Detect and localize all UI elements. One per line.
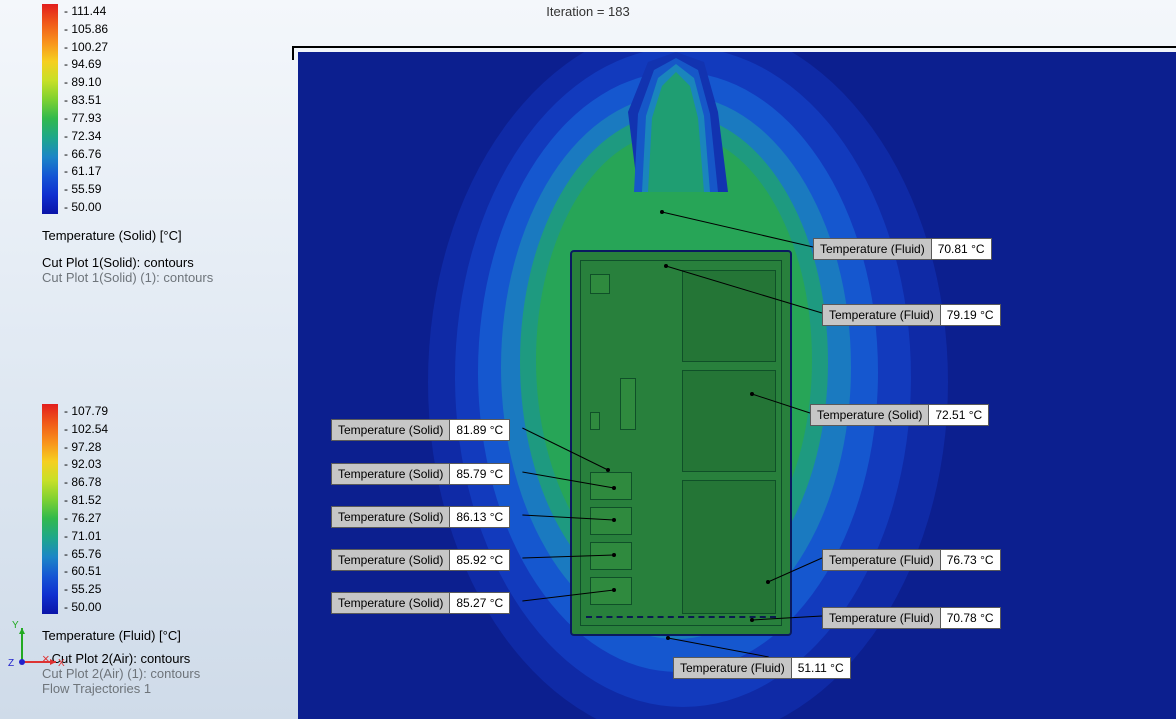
callout: Temperature (Solid)85.27 °C [331, 592, 510, 614]
callout-label: Temperature (Solid) [331, 506, 450, 528]
axis-y-label: Y [12, 620, 19, 631]
callout: Temperature (Fluid)51.11 °C [673, 657, 851, 679]
callout-value: 86.13 °C [449, 506, 510, 528]
legend-tick: 65.76 [64, 547, 108, 561]
callout-value: 72.51 °C [928, 404, 989, 426]
legend-solid-inactive-plot: Cut Plot 1(Solid) (1): contours [42, 270, 252, 285]
legend-tick: 89.10 [64, 75, 108, 89]
callout-value: 70.78 °C [940, 607, 1001, 629]
callout: Temperature (Fluid)76.73 °C [822, 549, 1001, 571]
legend-tick: 107.79 [64, 404, 108, 418]
callout-label: Temperature (Solid) [331, 463, 450, 485]
callout: Temperature (Fluid)70.78 °C [822, 607, 1001, 629]
callout-label: Temperature (Solid) [331, 592, 450, 614]
callout-label: Temperature (Fluid) [822, 607, 941, 629]
device-dash [586, 616, 776, 618]
legend-fluid-flowtraj: Flow Trajectories 1 [42, 681, 252, 696]
callout: Temperature (Solid)81.89 °C [331, 419, 510, 441]
legend-tick: 100.27 [64, 40, 108, 54]
legend-tick: 50.00 [64, 200, 108, 214]
legend-solid-colorbar [42, 4, 58, 214]
callout: Temperature (Fluid)79.19 °C [822, 304, 1001, 326]
legend-tick: 61.17 [64, 164, 108, 178]
legend-solid-active-plot: Cut Plot 1(Solid): contours [42, 255, 252, 270]
root: Iteration = 183 111.44105.86100.2794.698… [0, 0, 1176, 719]
legend-tick: 77.93 [64, 111, 108, 125]
callout-label: Temperature (Fluid) [813, 238, 932, 260]
legend-tick: 76.27 [64, 511, 108, 525]
callout-value: 51.11 °C [791, 657, 851, 679]
legend-tick: 66.76 [64, 147, 108, 161]
device-chip [590, 274, 610, 294]
legend-tick: 81.52 [64, 493, 108, 507]
legend-fluid-active-plot: ×Cut Plot 2(Air): contours [42, 651, 252, 666]
legend-tick: 97.28 [64, 440, 108, 454]
legend-solid-caption: Temperature (Solid) [°C] [42, 228, 252, 243]
legend-tick: 94.69 [64, 57, 108, 71]
callout-value: 79.19 °C [940, 304, 1001, 326]
callout: Temperature (Solid)86.13 °C [331, 506, 510, 528]
legend-fluid-colorbar [42, 404, 58, 614]
legend-fluid-ticks: 107.79 102.54 97.28 92.03 86.78 81.52 76.27 71.… [64, 404, 108, 614]
legend-solid-ticks: 111.44 105.86 100.27 94.69 89.10 83.51 77.93 72… [64, 4, 108, 214]
device-center-bar [620, 378, 636, 430]
device-panel-border [682, 480, 776, 614]
callout-value: 76.73 °C [940, 549, 1001, 571]
device-chip [590, 472, 632, 500]
callout-value: 85.27 °C [449, 592, 510, 614]
legend-fluid: 107.79 102.54 97.28 92.03 86.78 81.52 76.27 71.… [42, 404, 252, 696]
thermal-plot[interactable]: Temperature (Solid)81.89 °CTemperature (… [298, 52, 1176, 719]
callout-value: 85.92 °C [449, 549, 510, 571]
device-chip [590, 412, 600, 430]
legend-tick: 102.54 [64, 422, 108, 436]
callout-label: Temperature (Fluid) [673, 657, 792, 679]
legend-tick: 83.51 [64, 93, 108, 107]
callout: Temperature (Solid)85.92 °C [331, 549, 510, 571]
device-outline [570, 250, 792, 636]
device-panel-border [682, 370, 776, 472]
device-chip [590, 577, 632, 605]
callout-label: Temperature (Solid) [810, 404, 929, 426]
axis-triad[interactable]: Y X Z [8, 616, 68, 676]
legend-fluid-inactive-plot: Cut Plot 2(Air) (1): contours [42, 666, 252, 681]
legend-tick: 50.00 [64, 600, 108, 614]
callout-value: 81.89 °C [449, 419, 510, 441]
legend-tick: 60.51 [64, 564, 108, 578]
device-panel-border [682, 270, 776, 362]
callout: Temperature (Solid)85.79 °C [331, 463, 510, 485]
axis-z-label: Z [8, 658, 14, 669]
legend-fluid-caption: Temperature (Fluid) [°C] [42, 628, 252, 643]
callout-label: Temperature (Fluid) [822, 549, 941, 571]
legend-tick: 86.78 [64, 475, 108, 489]
legend-tick: 55.59 [64, 182, 108, 196]
callout: Temperature (Fluid)70.81 °C [813, 238, 992, 260]
callout-label: Temperature (Solid) [331, 549, 450, 571]
legend-tick: 55.25 [64, 582, 108, 596]
legend-tick: 71.01 [64, 529, 108, 543]
callout-label: Temperature (Fluid) [822, 304, 941, 326]
legend-solid: 111.44 105.86 100.27 94.69 89.10 83.51 77.93 72… [42, 4, 252, 285]
device-chip [590, 542, 632, 570]
callout: Temperature (Solid)72.51 °C [810, 404, 989, 426]
legend-tick: 72.34 [64, 129, 108, 143]
callout-value: 70.81 °C [931, 238, 992, 260]
callout-value: 85.79 °C [449, 463, 510, 485]
axis-x-label: X [58, 658, 65, 669]
legend-tick: 92.03 [64, 457, 108, 471]
legend-tick: 111.44 [64, 4, 108, 18]
legend-tick: 105.86 [64, 22, 108, 36]
device-chip [590, 507, 632, 535]
callout-label: Temperature (Solid) [331, 419, 450, 441]
plot-frame-top [292, 46, 1176, 48]
